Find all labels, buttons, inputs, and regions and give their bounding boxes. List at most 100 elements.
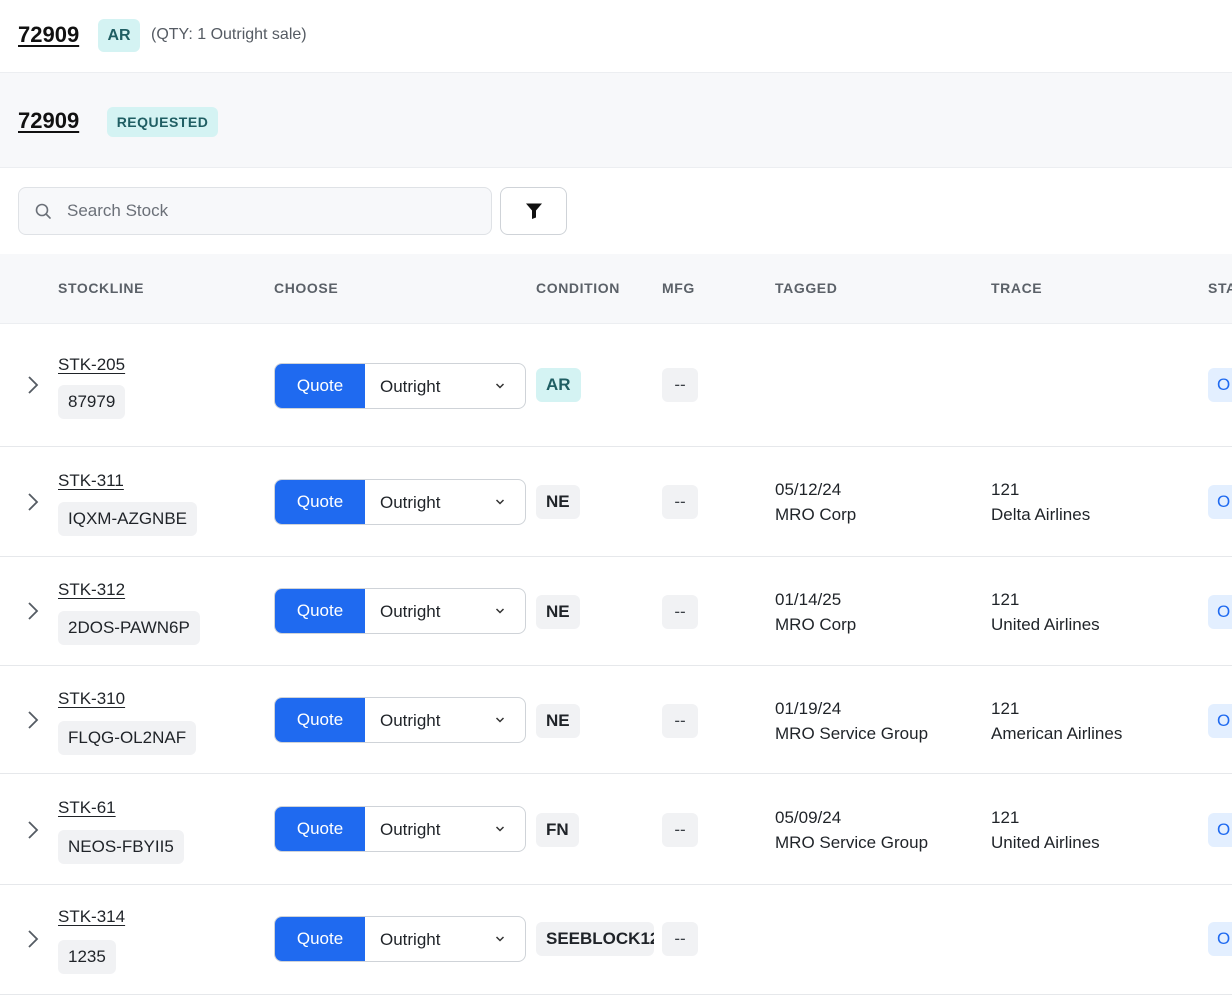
tagged-date: 01/14/25 [775, 590, 842, 609]
condition-chip: AR [536, 368, 581, 402]
mfg-chip: -- [662, 368, 698, 402]
choose-control: Quote Outright [274, 588, 526, 634]
trace-cell: 121 United Airlines [991, 805, 1100, 855]
sale-type-select[interactable]: Outright [365, 807, 525, 851]
trace-code: 121 [991, 808, 1020, 827]
trace-cell: 121 American Airlines [991, 696, 1122, 746]
status-badge: REQUESTED [107, 107, 218, 137]
chevron-right-icon[interactable] [24, 928, 42, 950]
sale-type-value: Outright [380, 930, 441, 949]
column-header-tagged[interactable]: TAGGED [775, 280, 838, 296]
mfg-chip: -- [662, 595, 698, 629]
condition-chip: NE [536, 704, 580, 738]
trace-cell: 121 United Airlines [991, 587, 1100, 637]
stockline-link[interactable]: STK-205 [58, 355, 126, 374]
tagged-cell: 05/12/24 MRO Corp [775, 477, 856, 527]
stockline-link[interactable]: STK-312 [58, 580, 126, 599]
condition-chip: NE [536, 595, 580, 629]
trace-code: 121 [991, 699, 1020, 718]
column-header-mfg[interactable]: MFG [662, 280, 695, 296]
stockline-link[interactable]: STK-61 [58, 798, 116, 817]
search-input[interactable] [67, 188, 477, 234]
stockline-link[interactable]: STK-310 [58, 689, 126, 708]
mfg-chip: -- [662, 813, 698, 847]
item-header: 72909 AR (QTY: 1 Outright sale) [0, 0, 1232, 73]
mfg-chip: -- [662, 922, 698, 956]
sale-type-value: Outright [380, 602, 441, 621]
tagged-by: MRO Service Group [775, 724, 929, 743]
chevron-down-icon [495, 936, 505, 942]
search-icon [35, 203, 51, 219]
status-chip: O [1208, 704, 1232, 738]
part-number-chip: 87979 [58, 385, 126, 419]
chevron-down-icon [495, 499, 505, 505]
sale-type-value: Outright [380, 820, 441, 839]
table-row: STK-314 1235 Quote Outright SEEBLOCK12 -… [0, 885, 1232, 995]
stockline-link[interactable]: STK-314 [58, 907, 126, 926]
chevron-right-icon[interactable] [24, 709, 42, 731]
status-chip: O [1208, 813, 1232, 847]
condition-chip: FN [536, 813, 579, 847]
sale-type-select[interactable]: Outright [365, 589, 525, 633]
sale-type-select[interactable]: Outright [365, 917, 525, 961]
tagged-cell: 01/14/25 MRO Corp [775, 587, 856, 637]
tagged-by: MRO Corp [775, 505, 857, 524]
chevron-down-icon [495, 383, 505, 389]
choose-control: Quote Outright [274, 697, 526, 743]
chevron-right-icon[interactable] [24, 491, 42, 513]
sale-type-value: Outright [380, 493, 441, 512]
part-number-chip: IQXM-AZGNBE [58, 502, 198, 536]
trace-code: 121 [991, 480, 1020, 499]
chevron-down-icon [495, 826, 505, 832]
status-chip: O [1208, 922, 1232, 956]
sale-type-select[interactable]: Outright [365, 364, 525, 408]
condition-badge: AR [98, 19, 140, 52]
tagged-cell: 01/19/24 MRO Service Group [775, 696, 928, 746]
sale-type-select[interactable]: Outright [365, 698, 525, 742]
quote-button[interactable]: Quote [275, 364, 365, 408]
column-header-choose[interactable]: CHOOSE [274, 280, 339, 296]
choose-control: Quote Outright [274, 363, 526, 409]
table-header: STOCKLINE CHOOSE CONDITION MFG TAGGED TR… [0, 254, 1232, 324]
chevron-right-icon[interactable] [24, 819, 42, 841]
chevron-right-icon[interactable] [24, 374, 42, 396]
request-header: 72909 REQUESTED [0, 73, 1232, 168]
table-row: STK-205 87979 Quote Outright AR -- O [0, 324, 1232, 447]
column-header-condition[interactable]: CONDITION [536, 280, 620, 296]
table-row: STK-310 FLQG-OL2NAF Quote Outright NE --… [0, 666, 1232, 774]
sale-type-select[interactable]: Outright [365, 480, 525, 524]
chevron-right-icon[interactable] [24, 600, 42, 622]
choose-control: Quote Outright [274, 479, 526, 525]
table-row: STK-61 NEOS-FBYII5 Quote Outright FN -- … [0, 774, 1232, 885]
quantity-text: (QTY: 1 Outright sale) [151, 26, 307, 43]
part-number-chip: 2DOS-PAWN6P [58, 611, 200, 645]
mfg-chip: -- [662, 485, 698, 519]
trace-code: 121 [991, 590, 1020, 609]
stockline-link[interactable]: STK-311 [58, 471, 124, 490]
choose-control: Quote Outright [274, 806, 526, 852]
request-id-link[interactable]: 72909 [18, 108, 80, 133]
part-number-chip: NEOS-FBYII5 [58, 830, 184, 864]
status-chip: O [1208, 595, 1232, 629]
column-header-stockline[interactable]: STOCKLINE [58, 280, 145, 296]
quote-button[interactable]: Quote [275, 807, 365, 851]
chevron-down-icon [495, 717, 505, 723]
status-chip: O [1208, 485, 1232, 519]
part-number-chip: 1235 [58, 940, 116, 974]
quote-button[interactable]: Quote [275, 917, 365, 961]
quote-button[interactable]: Quote [275, 480, 365, 524]
column-header-trace[interactable]: TRACE [991, 280, 1043, 296]
status-chip: O [1208, 368, 1232, 402]
tagged-date: 05/09/24 [775, 808, 842, 827]
quote-button[interactable]: Quote [275, 589, 365, 633]
table-row: STK-311 IQXM-AZGNBE Quote Outright NE --… [0, 447, 1232, 557]
tagged-by: MRO Corp [775, 615, 857, 634]
filter-button[interactable] [500, 187, 567, 235]
column-header-status[interactable]: STA [1208, 280, 1232, 296]
item-id-link[interactable]: 72909 [18, 22, 80, 47]
search-box [18, 187, 492, 235]
chevron-down-icon [495, 608, 505, 614]
trace-cell: 121 Delta Airlines [991, 477, 1090, 527]
part-number-chip: FLQG-OL2NAF [58, 721, 197, 755]
quote-button[interactable]: Quote [275, 698, 365, 742]
